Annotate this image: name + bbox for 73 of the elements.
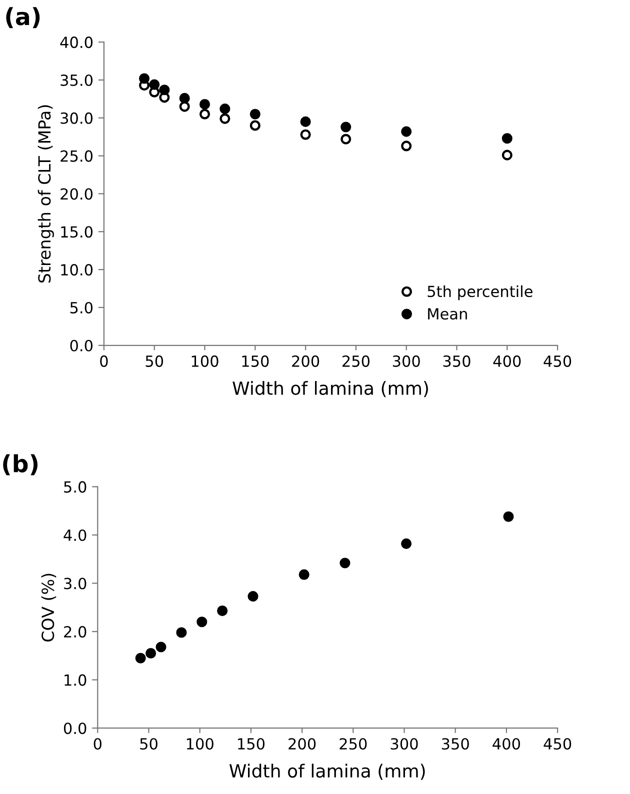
x-tick-label: 150 [238,738,265,750]
point [401,140,412,152]
x-axis-title: Width of lamina (mm) [229,764,425,780]
x-tick-label: 250 [340,738,367,750]
point [135,652,146,664]
y-tick-label: 10.0 [61,264,93,276]
x-tick-label: 350 [442,738,469,750]
y-tick-label: 5.0 [70,302,93,314]
x-tick-label: 0 [94,738,102,750]
legend-label: 5th percentile [428,285,532,300]
point [196,616,208,628]
point [340,558,350,568]
point [300,129,311,140]
x-tick-label: 300 [390,738,418,750]
point [159,84,170,96]
y-tick-label: 30.0 [60,112,93,124]
point [156,642,166,652]
x-axis-title: Width of lamina (mm) [232,381,428,398]
x-tick-label: 450 [544,738,572,750]
point [220,113,230,124]
y-tick-label: 2.0 [64,626,86,638]
x-tick-label: 400 [492,738,520,750]
x-tick-label: 300 [392,355,420,367]
y-tick-label: 25.0 [60,150,93,162]
x-tick-label: 200 [292,355,320,367]
point [401,538,412,549]
point [250,108,260,120]
point [248,591,258,602]
x-tick-label: 50 [140,738,158,750]
y-tick-label: 5.0 [64,481,86,493]
point [179,92,190,104]
point [502,133,512,144]
x-tick-label: 0 [100,355,108,367]
legend-label: Mean [428,308,467,320]
point [250,120,260,131]
y-tick-label: 4.0 [64,529,86,542]
chart-title: (b) [3,454,38,476]
y-tick-label: 40.0 [60,36,93,48]
point [300,116,311,127]
y-tick-label: 15.0 [61,226,93,238]
point [502,150,512,160]
x-tick-label: 50 [146,355,164,367]
x-tick-label: 450 [544,355,572,367]
y-tick-label: 1.0 [64,674,86,686]
y-tick-label: 35.0 [60,74,93,86]
x-tick-label: 100 [186,738,214,750]
chart-title: (a) [6,7,40,28]
point [503,511,514,522]
x-tick-label: 350 [443,355,470,367]
point [149,79,160,90]
point [146,648,156,659]
point [340,122,352,132]
point [298,569,310,580]
point [340,134,352,144]
point [199,98,210,110]
y-tick-label: 0.0 [70,340,93,352]
y-axis-title: COV (%) [41,574,56,642]
x-tick-label: 150 [242,355,269,367]
point [220,104,230,114]
x-tick-label: 400 [493,355,521,367]
y-axis-title: Strength of CLT (MPa) [38,105,54,283]
point [217,606,228,616]
x-tick-label: 100 [192,355,218,367]
point [179,101,190,112]
point [199,108,210,120]
y-tick-label: 20.0 [60,188,93,200]
point [138,73,150,84]
y-tick-label: 3.0 [64,578,86,590]
x-tick-label: 250 [342,355,370,367]
point [176,627,187,638]
x-tick-label: 200 [288,738,316,750]
point [401,126,412,137]
y-tick-label: 0.0 [64,722,86,734]
